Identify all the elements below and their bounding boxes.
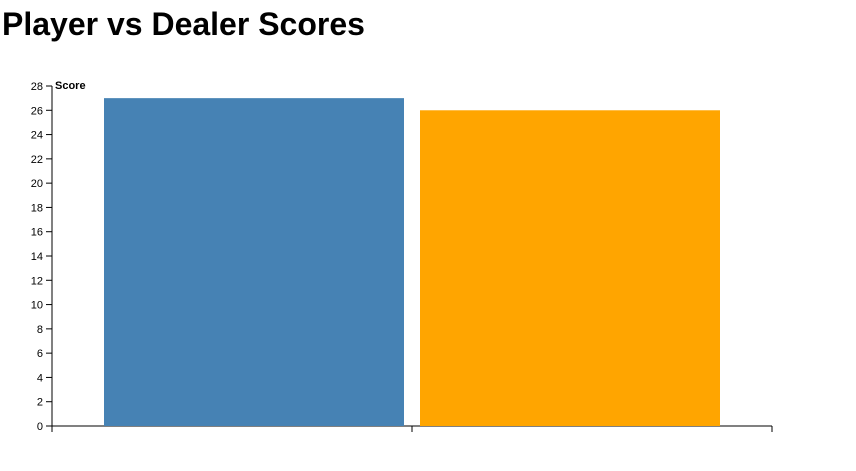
y-tick-label: 12	[31, 275, 43, 287]
y-tick-label: 16	[31, 227, 43, 239]
y-tick-label: 2	[37, 397, 43, 409]
x-axis	[51, 425, 773, 432]
bars-group	[104, 98, 720, 427]
y-tick-label: 22	[31, 154, 43, 166]
y-tick-label: 6	[37, 348, 43, 360]
y-tick-label: 14	[31, 251, 43, 263]
y-tick-label: 0	[37, 421, 43, 433]
chart-title: Player vs Dealer Scores	[2, 6, 365, 42]
y-tick-label: 20	[31, 178, 43, 190]
bar-2	[420, 110, 720, 427]
y-tick-label: 26	[31, 105, 43, 117]
y-tick-label: 28	[31, 81, 43, 93]
y-tick-label: 10	[31, 300, 43, 312]
y-tick-label: 4	[37, 372, 43, 384]
y-tick-label: 24	[31, 130, 43, 142]
y-tick-label: 18	[31, 202, 43, 214]
y-tick-label: 8	[37, 324, 43, 336]
bar-1	[104, 98, 404, 427]
y-axis-title: Score	[55, 80, 86, 92]
